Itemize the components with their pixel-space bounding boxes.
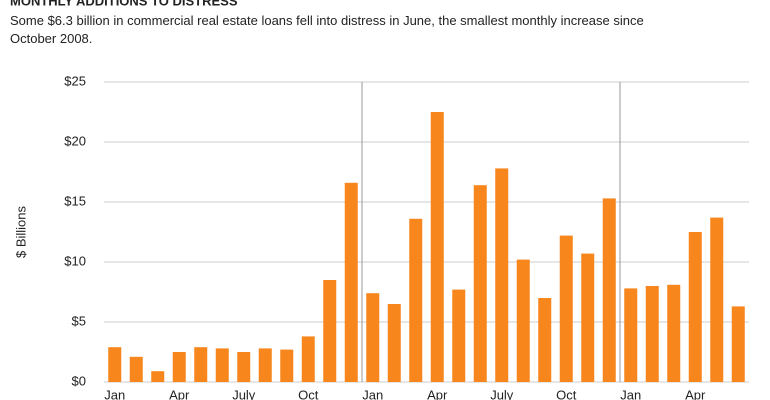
x-tick-label: Oct xyxy=(298,387,319,400)
chart-title: MONTHLY ADDITIONS TO DISTRESS xyxy=(10,0,238,8)
x-tick-label: Apr xyxy=(685,387,706,400)
bar xyxy=(129,356,143,382)
y-tick-label: $5 xyxy=(72,313,86,328)
bar xyxy=(645,286,659,382)
bar xyxy=(323,280,337,382)
bar xyxy=(602,198,616,382)
y-tick-label: $10 xyxy=(64,253,86,268)
bar xyxy=(387,304,401,382)
bar xyxy=(581,253,595,382)
bar xyxy=(430,112,444,382)
y-tick-label: $20 xyxy=(64,133,86,148)
bar xyxy=(344,182,358,382)
bar xyxy=(172,352,186,382)
chart-subtitle: Some $6.3 billion in commercial real est… xyxy=(10,13,644,46)
bar xyxy=(108,347,122,382)
bar xyxy=(237,352,251,382)
bar xyxy=(215,348,229,382)
bar xyxy=(624,288,638,382)
bar xyxy=(452,289,466,382)
bar xyxy=(538,298,552,382)
y-axis-label: $ Billions xyxy=(13,205,28,258)
bar xyxy=(495,168,509,382)
bar xyxy=(366,293,380,382)
bar xyxy=(731,306,745,382)
y-tick-label: $0 xyxy=(72,373,86,388)
bar xyxy=(710,217,724,382)
x-tick-label: Oct xyxy=(556,387,577,400)
bar xyxy=(559,235,573,382)
x-tick-label: July xyxy=(490,387,514,400)
bar xyxy=(516,259,530,382)
bar xyxy=(688,232,702,382)
y-tick-label: $25 xyxy=(64,73,86,88)
x-tick-label: July xyxy=(232,387,256,400)
bar xyxy=(258,348,272,382)
bar xyxy=(301,336,315,382)
bar xyxy=(280,349,294,382)
bar xyxy=(473,185,487,382)
y-tick-label: $15 xyxy=(64,193,86,208)
bar xyxy=(151,371,165,382)
x-tick-label: Jan xyxy=(104,387,125,400)
x-tick-label: Jan xyxy=(362,387,383,400)
bar xyxy=(667,284,681,382)
x-tick-label: Jan xyxy=(620,387,641,400)
x-tick-label: Apr xyxy=(427,387,448,400)
x-tick-label: Apr xyxy=(169,387,190,400)
bar xyxy=(194,347,208,382)
bar xyxy=(409,218,423,382)
